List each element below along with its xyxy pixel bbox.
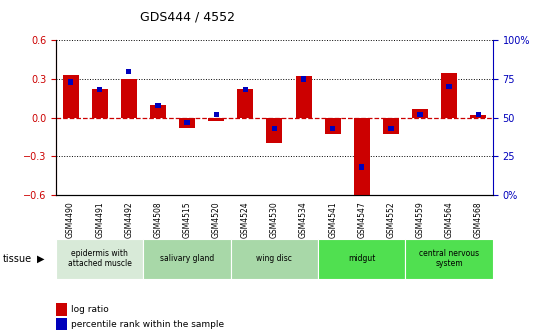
Bar [184,120,190,125]
Text: epidermis with
attached muscle: epidermis with attached muscle [68,249,132,268]
Bar [272,126,277,131]
Text: midgut: midgut [348,254,375,263]
Bar [383,118,399,134]
Bar [388,126,394,131]
Bar [231,239,318,279]
Bar [242,87,248,92]
Bar [405,239,493,279]
Bar [475,112,481,117]
Bar [296,76,311,118]
Bar [56,239,143,279]
Bar [441,73,457,118]
Bar [325,118,340,134]
Bar [143,239,231,279]
Bar [330,126,335,131]
Bar [237,89,253,118]
Bar [126,69,132,74]
Text: percentile rank within the sample: percentile rank within the sample [71,320,225,329]
Text: log ratio: log ratio [71,305,109,314]
Text: ▶: ▶ [37,254,44,264]
Text: salivary gland: salivary gland [160,254,214,263]
Bar [412,109,428,118]
Bar [179,118,195,128]
Bar [208,118,224,122]
Bar [470,115,486,118]
Bar [267,118,282,143]
Bar [56,303,67,316]
Bar [446,84,452,89]
Bar [97,87,102,92]
Text: wing disc: wing disc [256,254,292,263]
Bar [56,318,67,331]
Text: GDS444 / 4552: GDS444 / 4552 [140,10,235,24]
Bar [68,80,73,85]
Bar [150,105,166,118]
Bar [318,239,405,279]
Bar [63,75,78,118]
Bar [92,89,108,118]
Bar [121,79,137,118]
Bar [354,118,370,195]
Bar [301,76,306,82]
Bar [417,112,423,117]
Text: central nervous
system: central nervous system [419,249,479,268]
Bar [155,103,161,108]
Text: tissue: tissue [3,254,32,264]
Bar [359,165,365,170]
Bar [213,112,219,117]
